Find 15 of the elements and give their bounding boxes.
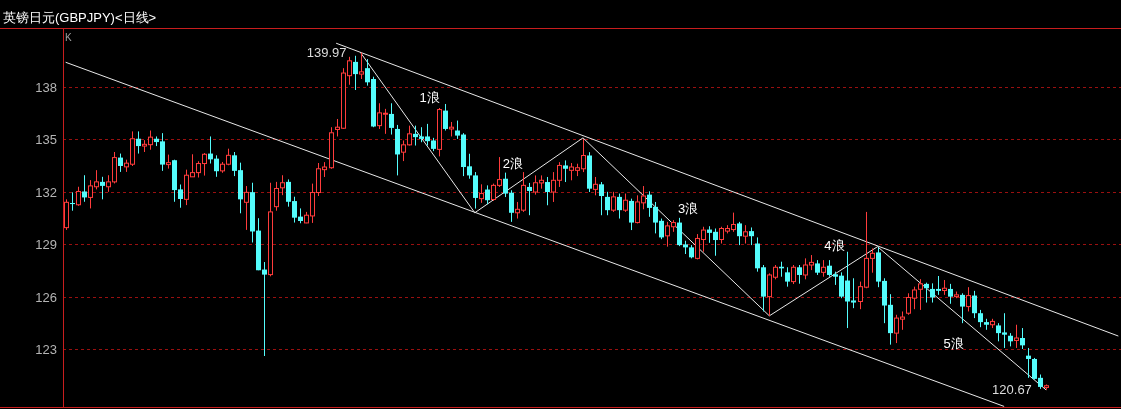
annotation: 2浪 <box>502 155 523 171</box>
y-tick-label: 135 <box>35 132 57 147</box>
y-tick-label: 129 <box>35 237 57 252</box>
title: 英镑日元(GBPJPY)<日线> <box>3 10 157 25</box>
annotation: 139.97 <box>306 45 347 61</box>
annotation: 3浪 <box>678 201 699 217</box>
y-tick-label: 126 <box>35 290 57 305</box>
annotation: K <box>65 31 72 43</box>
annotation: 1浪 <box>419 90 440 106</box>
y-tick-label: 132 <box>35 185 57 200</box>
annotation: 5浪 <box>943 335 964 351</box>
y-tick-label: 138 <box>35 80 57 95</box>
annotation: 120.67 <box>992 382 1032 398</box>
annotation: 4浪 <box>824 237 845 253</box>
y-tick-label: 123 <box>35 342 57 357</box>
